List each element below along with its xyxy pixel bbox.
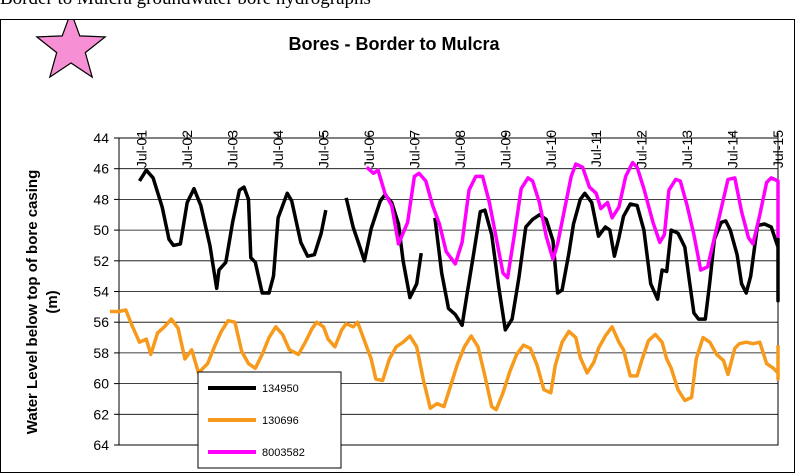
series-line-134950-b	[433, 191, 780, 332]
y-tick-label: 60	[93, 376, 109, 392]
y-tick-label: 48	[93, 191, 109, 207]
x-tick-label: Jul-05	[316, 130, 332, 168]
y-tick-label: 56	[93, 314, 109, 330]
x-tick-label: Jul-04	[270, 130, 286, 168]
page-top-text: Border to Mulcra groundwater bore hydrog…	[0, 0, 371, 10]
y-axis-label-line2: (m)	[44, 290, 61, 313]
series-lines	[109, 160, 780, 412]
x-tick-label: Jul-01	[134, 130, 150, 168]
x-tick-label: Jul-07	[406, 130, 422, 168]
x-axis-ticks: Jul-01 Jul-02 Jul-03 Jul-04 Jul-05 Jul-06 Jul-…	[134, 130, 786, 168]
legend: 134950 130696 8003582	[197, 371, 342, 469]
y-tick-label: 54	[93, 284, 109, 300]
legend-label: 8003582	[262, 447, 305, 459]
y-tick-label: 44	[93, 130, 109, 146]
x-tick-label: Jul-12	[634, 130, 650, 168]
legend-label: 134950	[262, 383, 299, 395]
x-tick-label: Jul-10	[543, 130, 559, 168]
chart-area: Bores - Border to Mulcra Water Level bel…	[0, 19, 795, 473]
chart-svg: Bores - Border to Mulcra Water Level bel…	[24, 20, 786, 469]
chart-title: Bores - Border to Mulcra	[288, 34, 500, 54]
x-tick-label: Jul-09	[497, 130, 513, 168]
series-line-8003582	[365, 160, 780, 280]
x-tick-label: Jul-11	[588, 130, 604, 167]
series-line-134950	[138, 168, 328, 295]
y-tick-label: 62	[93, 406, 109, 422]
y-axis-label-line1: Water Level below top of bore casing	[24, 170, 41, 435]
x-tick-label: Jul-06	[361, 130, 377, 168]
y-tick-label: 52	[93, 253, 109, 269]
y-axis-ticks: 44 46 48 50 52 54 56 58 60 62 64	[93, 130, 119, 453]
star-icon	[35, 20, 107, 79]
legend-label: 130696	[262, 415, 299, 427]
y-tick-label: 58	[93, 345, 109, 361]
x-tick-label: Jul-13	[679, 130, 695, 168]
x-tick-label: Jul-08	[452, 130, 468, 168]
y-axis-label: Water Level below top of bore casing (m)	[24, 170, 61, 435]
series-line-130696	[109, 308, 780, 412]
y-tick-label: 64	[93, 437, 109, 453]
x-tick-label: Jul-02	[179, 130, 195, 168]
y-tick-label: 46	[93, 161, 109, 177]
x-tick-label: Jul-15	[770, 130, 786, 168]
x-tick-label: Jul-03	[225, 130, 241, 168]
x-tick-label: Jul-14	[725, 130, 741, 168]
y-tick-label: 50	[93, 222, 109, 238]
